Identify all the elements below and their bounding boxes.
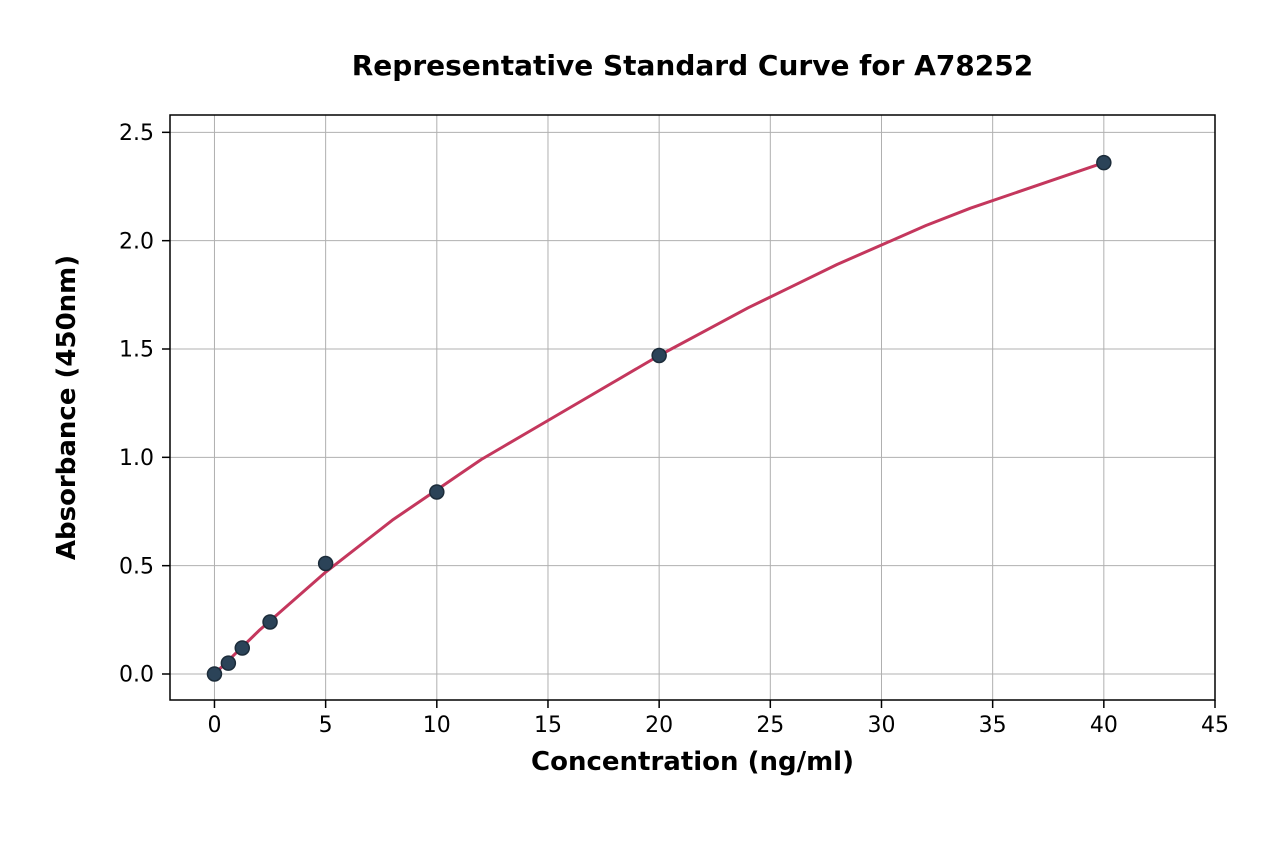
data-point	[263, 615, 277, 629]
y-axis-label: Absorbance (450nm)	[52, 255, 82, 560]
data-point	[1097, 156, 1111, 170]
y-tick-label: 2.0	[119, 229, 154, 254]
y-tick-label: 0.0	[119, 663, 154, 688]
x-tick-label: 45	[1201, 713, 1229, 738]
x-tick-label: 10	[423, 713, 451, 738]
canvas-bg	[0, 0, 1280, 845]
y-tick-label: 0.5	[119, 554, 154, 579]
x-tick-label: 0	[207, 713, 221, 738]
x-axis-label: Concentration (ng/ml)	[531, 747, 854, 777]
x-tick-label: 30	[867, 713, 895, 738]
x-tick-label: 20	[645, 713, 673, 738]
y-tick-label: 2.5	[119, 121, 154, 146]
x-tick-label: 15	[534, 713, 562, 738]
x-tick-label: 5	[319, 713, 333, 738]
x-tick-label: 35	[979, 713, 1007, 738]
y-tick-label: 1.5	[119, 338, 154, 363]
data-point	[652, 349, 666, 363]
data-point	[221, 656, 235, 670]
y-tick-label: 1.0	[119, 446, 154, 471]
x-tick-label: 40	[1090, 713, 1118, 738]
data-point	[430, 485, 444, 499]
x-tick-label: 25	[756, 713, 784, 738]
chart-container: 0 5 10 15 20 25 30 35 40 45 0.0 0.5 1.0 1.5 2.0 2.5 Conc…	[0, 0, 1280, 845]
data-point	[207, 667, 221, 681]
data-point	[319, 557, 333, 571]
standard-curve-chart: 0 5 10 15 20 25 30 35 40 45 0.0 0.5 1.0 1.5 2.0 2.5 Conc…	[0, 0, 1280, 845]
data-point	[235, 641, 249, 655]
chart-title: Representative Standard Curve for A78252	[352, 49, 1034, 82]
